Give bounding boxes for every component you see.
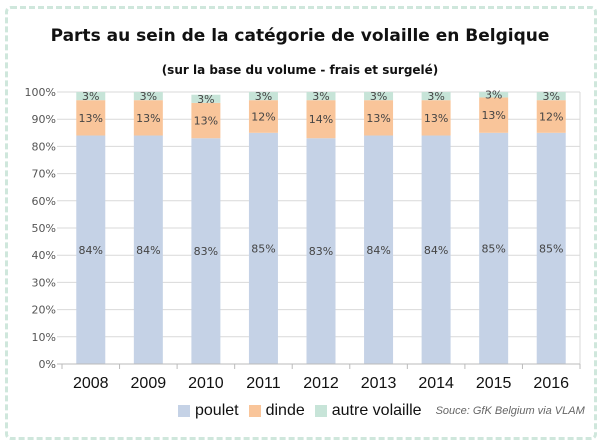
data-label: 3% (542, 90, 559, 103)
legend-label: autre volaille (331, 402, 422, 419)
data-label: 3% (82, 90, 99, 103)
data-label: 3% (485, 89, 502, 102)
bar-dinde (76, 100, 106, 136)
data-label: 12% (251, 110, 275, 123)
data-label: 3% (312, 90, 329, 103)
y-tick-label: 10% (32, 331, 56, 344)
x-tick-label: 2013 (361, 375, 397, 392)
bar-poulet (191, 138, 221, 364)
data-label: 84% (79, 244, 103, 257)
bar-poulet (364, 135, 394, 364)
y-tick-label: 50% (32, 222, 56, 235)
bar-autre-volaille (306, 92, 336, 101)
bar-autre-volaille (421, 92, 451, 101)
bar-dinde (191, 102, 221, 139)
y-tick-label: 30% (32, 276, 56, 289)
bar-dinde (536, 100, 566, 133)
y-tick-label: 0% (39, 358, 56, 371)
bar-poulet (248, 132, 278, 364)
bar-poulet (133, 135, 163, 364)
y-tick-label: 80% (32, 140, 56, 153)
chart-frame (5, 6, 597, 440)
data-label: 84% (424, 244, 448, 257)
legend-item-autre: autre volaille (314, 402, 422, 420)
bar-poulet (76, 135, 106, 364)
data-label: 13% (481, 109, 505, 122)
y-tick-label: 70% (32, 168, 56, 181)
x-tick-label: 2015 (476, 375, 512, 392)
data-label: 3% (197, 93, 214, 106)
bar-poulet (536, 132, 566, 364)
x-tick-label: 2014 (418, 375, 454, 392)
data-label: 13% (136, 112, 160, 125)
bar-autre-volaille (76, 92, 106, 101)
x-tick-label: 2012 (303, 375, 339, 392)
x-tick-label: 2010 (188, 375, 224, 392)
data-label: 3% (427, 90, 444, 103)
legend-swatch (314, 405, 327, 417)
x-tick-label: 2011 (246, 375, 281, 392)
bar-dinde (479, 97, 509, 133)
bar-autre-volaille (191, 94, 221, 103)
data-label: 13% (194, 115, 218, 128)
y-tick-label: 90% (32, 113, 56, 126)
source-note: Souce: GfK Belgium via VLAM (435, 405, 585, 417)
y-tick-label: 20% (32, 304, 56, 317)
legend-swatch (178, 405, 190, 417)
x-tick-label: 2009 (131, 375, 167, 392)
bar-dinde (364, 100, 394, 136)
bar-autre-volaille (479, 92, 509, 98)
bar-dinde (133, 100, 163, 136)
data-label: 3% (140, 90, 157, 103)
bar-poulet (479, 132, 509, 364)
bar-dinde (248, 100, 278, 133)
y-tick-label: 100% (25, 86, 56, 99)
y-tick-label: 60% (32, 195, 56, 208)
data-label: 13% (366, 112, 390, 125)
y-tick-label: 40% (32, 249, 56, 262)
bar-dinde (306, 100, 336, 139)
chart-subtitle: (sur la base du volume - frais et surgel… (161, 63, 439, 77)
data-label: 85% (481, 242, 505, 255)
legend-swatch (248, 405, 261, 417)
bar-autre-volaille (536, 92, 566, 101)
data-label: 84% (366, 244, 390, 257)
bar-autre-volaille (133, 92, 163, 101)
data-label: 83% (309, 245, 333, 258)
data-label: 83% (194, 245, 218, 258)
bar-poulet (421, 135, 451, 364)
bar-dinde (421, 100, 451, 136)
data-label: 85% (539, 242, 563, 255)
data-label: 85% (251, 242, 275, 255)
legend-label: poulet (195, 402, 239, 419)
data-label: 12% (539, 110, 563, 123)
data-label: 3% (255, 90, 272, 103)
data-label: 13% (424, 112, 448, 125)
data-label: 13% (79, 112, 103, 125)
bar-autre-volaille (248, 92, 278, 101)
chart-title: Parts au sein de la catégorie de volaill… (50, 26, 550, 46)
legend: poulet dinde autre volaille Souce: GfK B… (178, 402, 585, 420)
x-tick-label: 2008 (73, 375, 109, 392)
x-tick-label: 2016 (533, 375, 569, 392)
legend-item-poulet: poulet (178, 402, 239, 420)
legend-label: dinde (265, 402, 305, 419)
data-label: 14% (309, 113, 333, 126)
legend-item-dinde: dinde (248, 402, 305, 420)
data-label: 84% (136, 244, 160, 257)
bar-autre-volaille (364, 92, 394, 101)
bar-poulet (306, 138, 336, 364)
data-label: 3% (370, 90, 387, 103)
